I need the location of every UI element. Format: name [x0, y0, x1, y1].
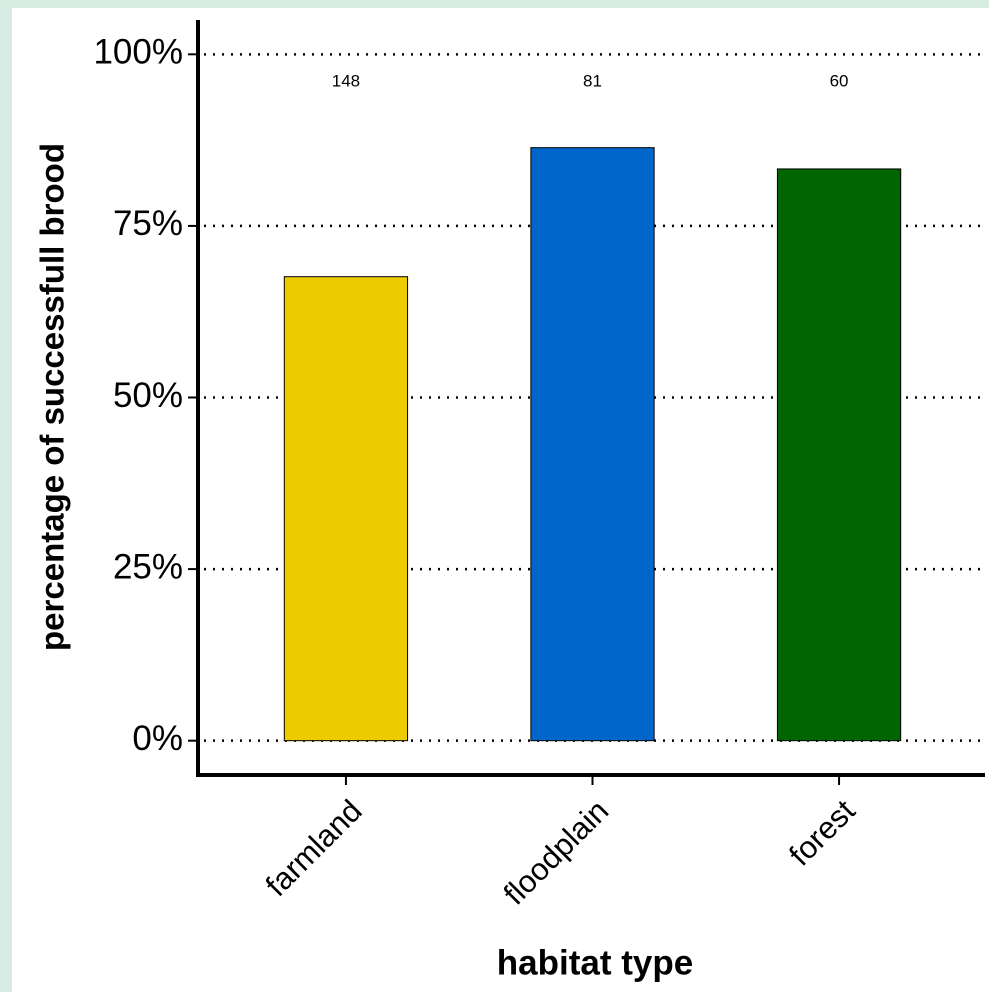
y-tick-label: 100% [93, 33, 183, 72]
count-label: 81 [583, 71, 602, 90]
y-tick-label: 25% [113, 547, 183, 586]
bar [283, 276, 409, 742]
count-label: 148 [332, 71, 360, 90]
bar [530, 147, 655, 742]
y-tick-label: 50% [113, 376, 183, 415]
y-tick-label: 75% [113, 204, 183, 243]
y-axis-title: percentage of successfull brood [34, 143, 71, 651]
bar [776, 168, 902, 742]
y-tick-label: 0% [132, 719, 183, 758]
x-axis-title: habitat type [497, 943, 693, 982]
count-label: 60 [830, 71, 849, 90]
